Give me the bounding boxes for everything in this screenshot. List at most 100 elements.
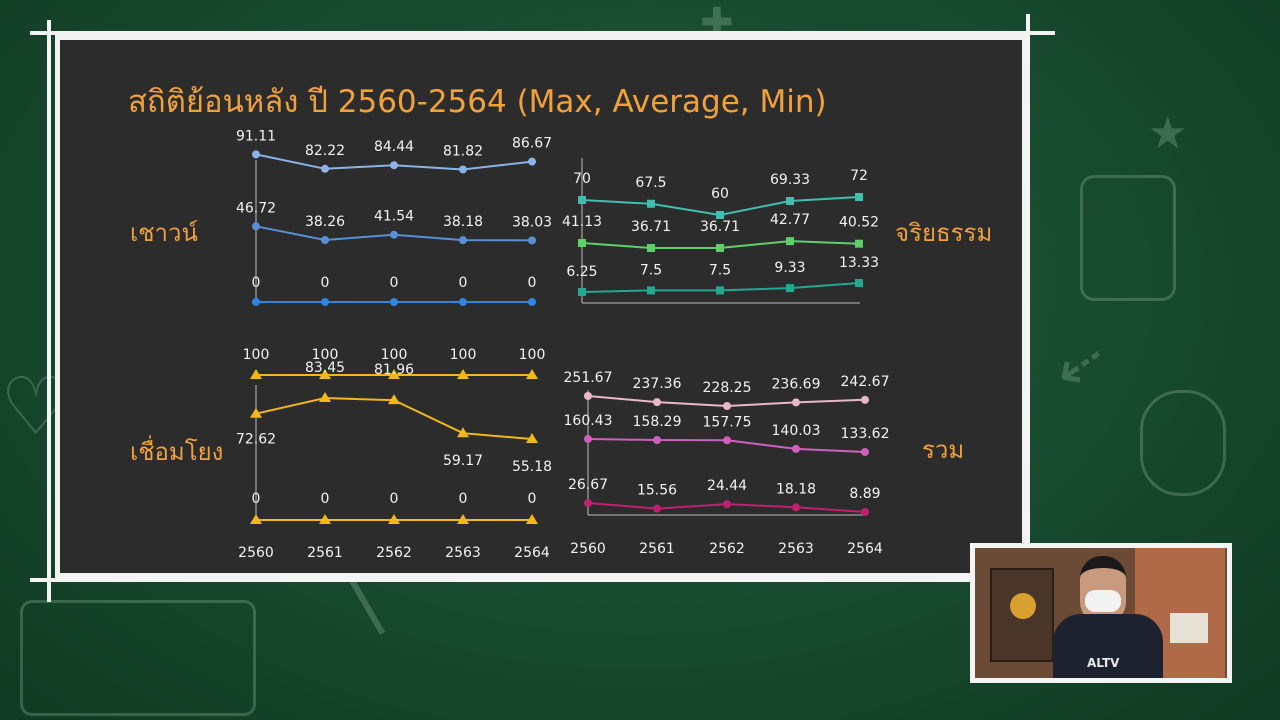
ruam-x-tick-1: 2561: [639, 541, 675, 557]
chaowan-average-point-1: [321, 236, 329, 245]
ruam-max-point-4: [861, 395, 869, 404]
chueamyong-average-label-0: 72.62: [236, 432, 276, 448]
ruam-min-label-3: 18.18: [776, 481, 816, 497]
jariyatham-average-point-1: [647, 244, 655, 252]
webcam-globe: [1010, 593, 1036, 619]
chaowan-max-point-0: [252, 150, 260, 159]
jariyatham-average-label-2: 36.71: [700, 219, 740, 235]
jariyatham-max-point-3: [786, 197, 794, 206]
chaowan-min-label-0: 0: [252, 275, 261, 291]
chart-label-chueamyong: เชื่อมโยง: [130, 438, 224, 466]
jariyatham-average-label-0: 41.13: [562, 214, 602, 230]
chalk-line-top: [30, 31, 1055, 35]
chaowan-max-point-1: [321, 164, 329, 173]
chaowan-average-label-2: 41.54: [374, 209, 414, 225]
ruam-average-point-4: [861, 448, 869, 456]
chueamyong-min-point-2: [388, 514, 400, 524]
jariyatham-max-label-4: 72: [850, 168, 868, 184]
chaowan-min-point-2: [390, 298, 398, 306]
ruam-min-label-4: 8.89: [849, 486, 880, 502]
chueamyong-x-tick-0: 2560: [238, 545, 274, 561]
jariyatham-max-point-1: [647, 199, 655, 208]
jariyatham-average-label-4: 40.52: [839, 215, 879, 231]
ruam-min-point-1: [653, 504, 661, 513]
ruam-max-point-3: [792, 398, 800, 407]
jariyatham-average-point-0: [578, 239, 586, 247]
chueamyong-max-label-4: 100: [519, 347, 546, 363]
chueamyong-average-point-2: [388, 394, 400, 405]
ruam-max-label-0: 251.67: [564, 370, 613, 386]
chaowan-max-label-1: 82.22: [305, 143, 345, 159]
chalk-line-bottom: [30, 578, 1030, 582]
slide-title: สถิติย้อนหลัง ปี 2560-2564 (Max, Average…: [128, 84, 827, 120]
ruam-average-label-1: 158.29: [633, 414, 682, 430]
chueamyong-max-point-3: [457, 369, 469, 379]
chueamyong-max-point-0: [250, 369, 262, 379]
chart-label-ruam: รวม: [922, 436, 965, 464]
jariyatham-max-point-2: [716, 211, 724, 219]
chaowan-average-label-3: 38.18: [443, 214, 483, 230]
chalk-line-left: [47, 20, 51, 602]
chaowan-min-point-3: [459, 298, 467, 306]
ruam-x-tick-2: 2562: [709, 541, 745, 557]
ruam-min-label-2: 24.44: [707, 478, 747, 494]
chueamyong-x-tick-3: 2563: [445, 545, 481, 561]
chaowan-average-label-1: 38.26: [305, 214, 345, 230]
jariyatham-min-point-2: [716, 286, 724, 295]
chueamyong-max-label-1: 100: [312, 347, 339, 363]
jariyatham-average-point-4: [855, 239, 863, 248]
ruam-average-point-2: [723, 436, 731, 445]
chueamyong-min-point-3: [457, 514, 469, 524]
ruam-average-label-3: 140.03: [772, 423, 821, 439]
chaowan-average-label-0: 46.72: [236, 200, 276, 216]
chueamyong-min-label-3: 0: [459, 491, 468, 507]
chaowan-average-point-4: [528, 236, 536, 245]
jariyatham-min-point-4: [855, 279, 863, 287]
ruam-min-point-2: [723, 500, 731, 509]
chaowan-max-point-3: [459, 165, 467, 174]
ruam-x-tick-3: 2563: [778, 541, 814, 557]
chueamyong-average-point-1: [319, 392, 331, 402]
chueamyong-max-point-4: [526, 369, 538, 379]
chaowan-min-label-1: 0: [321, 275, 330, 291]
chaowan-max-label-3: 81.82: [443, 143, 483, 159]
chueamyong-min-label-4: 0: [528, 491, 537, 507]
ruam-average-label-0: 160.43: [564, 413, 613, 429]
webcam-person-head: [1080, 556, 1126, 624]
chaowan-max-label-2: 84.44: [374, 139, 414, 155]
chueamyong-average-point-0: [250, 407, 262, 418]
bottle-doodle-icon: [1080, 175, 1176, 301]
chaowan-min-label-3: 0: [459, 275, 468, 291]
ruam-min-label-0: 26.67: [568, 477, 608, 493]
webcam-inset: ALTV: [970, 543, 1232, 683]
chueamyong-min-label-0: 0: [252, 491, 261, 507]
ruam-max-label-3: 236.69: [772, 376, 821, 392]
ambulance-doodle-icon: [20, 600, 256, 716]
jariyatham-min-label-1: 7.5: [640, 262, 662, 278]
jariyatham-min-label-3: 9.33: [774, 260, 805, 276]
jariyatham-min-label-0: 6.25: [566, 264, 597, 280]
chaowan-average-label-4: 38.03: [512, 214, 552, 230]
chueamyong-average-point-4: [526, 433, 538, 443]
chueamyong-max-point-1: [319, 369, 331, 379]
chueamyong-max-point-2: [388, 369, 400, 379]
chueamyong-average-label-1: 83.45: [305, 360, 345, 376]
chueamyong-min-point-0: [250, 514, 262, 524]
jariyatham-min-point-1: [647, 286, 655, 295]
chaowan-max-label-4: 86.67: [512, 136, 552, 152]
ruam-average-point-3: [792, 444, 800, 453]
jariyatham-min-point-0: [578, 288, 586, 296]
chalk-line-right: [1026, 14, 1030, 554]
chueamyong-x-tick-2: 2562: [376, 545, 412, 561]
chaowan-min-label-2: 0: [390, 275, 399, 291]
chaowan-average-point-2: [390, 230, 398, 239]
jariyatham-max-point-4: [855, 193, 863, 201]
chaowan-min-point-1: [321, 298, 329, 306]
jariyatham-average-point-3: [786, 237, 794, 246]
jariyatham-min-label-2: 7.5: [709, 262, 731, 278]
ruam-x-tick-4: 2564: [847, 541, 883, 557]
chueamyong-max-label-0: 100: [243, 347, 270, 363]
ruam-x-tick-0: 2560: [570, 541, 606, 557]
stethoscope-doodle-icon: [1140, 390, 1226, 496]
